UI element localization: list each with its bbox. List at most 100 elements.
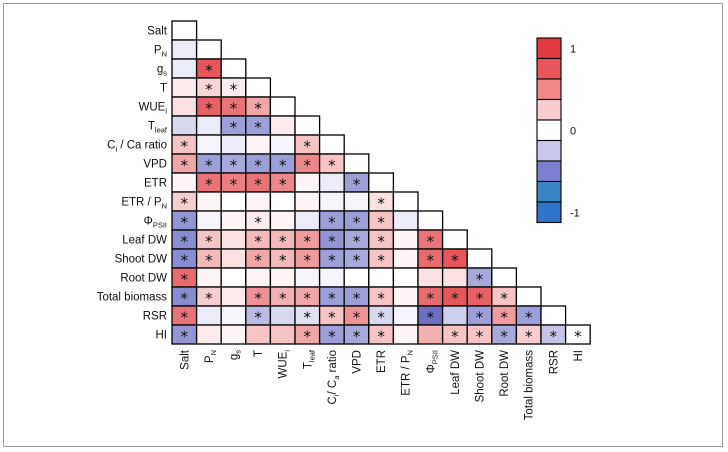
heatmap-cell (269, 324, 296, 345)
heatmap-cell (171, 115, 198, 136)
significance-marker: * (500, 328, 508, 346)
heatmap-cell (294, 191, 321, 212)
heatmap-cell (195, 39, 222, 60)
significance-marker: * (181, 328, 189, 346)
significance-marker: * (254, 119, 262, 137)
colorbar-tick-label: 1 (570, 43, 576, 55)
heatmap-cell (245, 267, 272, 288)
colorbar-swatch (536, 201, 562, 224)
heatmap-cell (195, 267, 222, 288)
colorbar-swatch (536, 78, 562, 101)
significance-marker: * (279, 233, 287, 251)
heatmap-cell (294, 210, 321, 231)
heatmap-cell (220, 286, 247, 307)
heatmap-cell (540, 305, 567, 326)
significance-marker: * (451, 328, 459, 346)
heatmap-cell (269, 191, 296, 212)
significance-marker: * (550, 328, 558, 346)
heatmap-cell (269, 96, 296, 117)
significance-marker: * (377, 214, 385, 232)
significance-marker: * (254, 233, 262, 251)
heatmap-cell (318, 134, 345, 155)
heatmap-cell (466, 248, 493, 269)
significance-marker: * (427, 309, 435, 327)
column-label: Leaf DW (450, 350, 462, 395)
colorbar-swatch (536, 37, 562, 60)
row-label: Root DW (120, 273, 167, 285)
row-label: WUEi (138, 102, 167, 116)
colorbar-swatch (536, 139, 562, 162)
significance-marker: * (525, 328, 533, 346)
row-label: VPD (143, 159, 167, 171)
row-label: ETR / PN (121, 197, 167, 211)
significance-marker: * (230, 176, 238, 194)
colorbar-swatch (536, 98, 562, 121)
heatmap-cell (392, 248, 419, 269)
column-label: Shoot DW (475, 350, 487, 403)
significance-marker: * (205, 157, 213, 175)
heatmap-cell (220, 324, 247, 345)
significance-marker: * (181, 309, 189, 327)
significance-marker: * (181, 157, 189, 175)
significance-marker: * (279, 252, 287, 270)
significance-marker: * (377, 309, 385, 327)
significance-marker: * (353, 309, 361, 327)
significance-marker: * (205, 100, 213, 118)
heatmap-cell (220, 305, 247, 326)
row-label: Ci / Ca ratio (107, 140, 167, 154)
significance-marker: * (205, 62, 213, 80)
significance-marker: * (353, 176, 361, 194)
significance-marker: * (328, 309, 336, 327)
heatmap-cell (220, 210, 247, 231)
significance-marker: * (377, 252, 385, 270)
heatmap-cell (417, 324, 444, 345)
heatmap-cell (220, 248, 247, 269)
significance-marker: * (254, 252, 262, 270)
significance-marker: * (427, 252, 435, 270)
significance-marker: * (205, 233, 213, 251)
significance-marker: * (205, 252, 213, 270)
significance-marker: * (230, 157, 238, 175)
heatmap-cell (294, 267, 321, 288)
heatmap-cell (195, 305, 222, 326)
heatmap-cell (269, 210, 296, 231)
significance-marker: * (181, 252, 189, 270)
column-label: Total biomass (524, 350, 536, 421)
heatmap-cell (195, 191, 222, 212)
significance-marker: * (304, 328, 312, 346)
significance-marker: * (304, 138, 312, 156)
heatmap-cell (245, 324, 272, 345)
row-label: Shoot DW (115, 254, 168, 266)
heatmap-cell (368, 172, 395, 193)
heatmap-cell (392, 305, 419, 326)
significance-marker: * (181, 290, 189, 308)
significance-marker: * (353, 214, 361, 232)
colorbar-tick-label: 0 (570, 125, 576, 137)
significance-marker: * (230, 81, 238, 99)
heatmap-cell (318, 172, 345, 193)
significance-marker: * (328, 214, 336, 232)
heatmap-cell (294, 172, 321, 193)
heatmap-cell (343, 267, 370, 288)
heatmap-cell (515, 286, 542, 307)
significance-marker: * (328, 328, 336, 346)
row-label: Salt (147, 26, 168, 38)
significance-marker: * (353, 252, 361, 270)
significance-marker: * (230, 119, 238, 137)
heatmap-cell (441, 305, 468, 326)
heatmap-cell (245, 77, 272, 98)
significance-marker: * (525, 309, 533, 327)
column-label: PN (204, 350, 218, 363)
significance-marker: * (181, 138, 189, 156)
significance-marker: * (181, 195, 189, 213)
heatmap-cell (269, 115, 296, 136)
heatmap-cell (171, 172, 198, 193)
column-label: ΦPSII (425, 350, 439, 373)
heatmap-cell (171, 39, 198, 60)
column-label: T (253, 350, 265, 357)
significance-marker: * (254, 214, 262, 232)
column-label: HI (573, 350, 585, 362)
significance-marker: * (205, 290, 213, 308)
column-label: VPD (352, 350, 364, 374)
column-label: RSR (548, 350, 560, 374)
